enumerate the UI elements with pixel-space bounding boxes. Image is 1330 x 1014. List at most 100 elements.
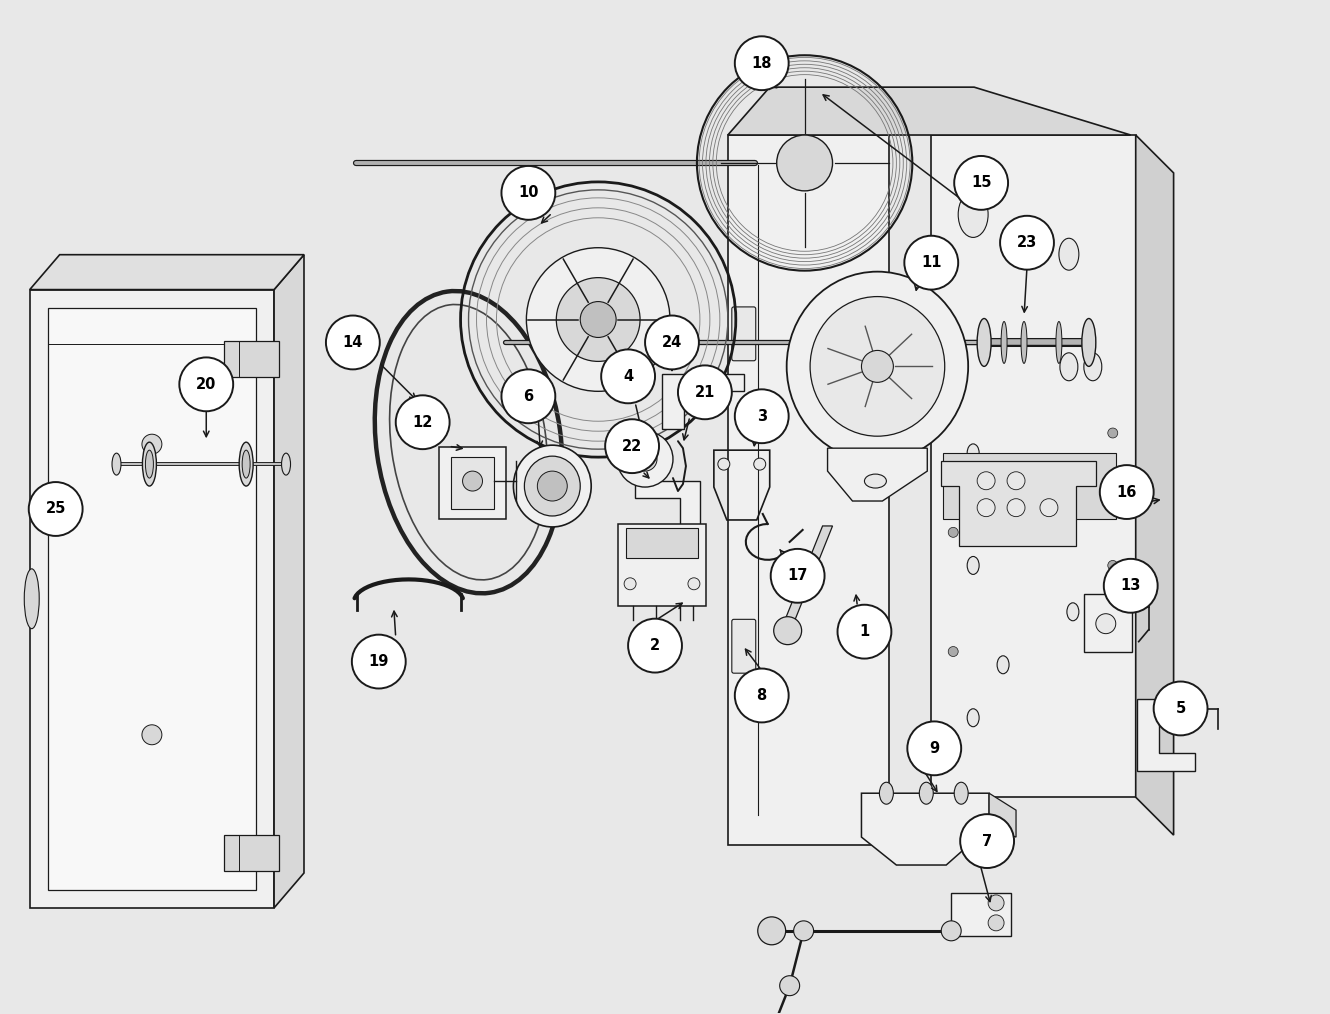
Circle shape [1007, 472, 1025, 490]
Ellipse shape [998, 656, 1009, 673]
Ellipse shape [1087, 497, 1099, 515]
Ellipse shape [864, 475, 886, 488]
Circle shape [1100, 465, 1153, 519]
FancyBboxPatch shape [439, 447, 507, 519]
Circle shape [718, 458, 730, 470]
Text: 21: 21 [694, 385, 716, 400]
Text: 9: 9 [930, 741, 939, 755]
Polygon shape [862, 793, 990, 865]
Circle shape [758, 917, 786, 945]
Ellipse shape [704, 404, 724, 416]
FancyBboxPatch shape [451, 457, 495, 509]
Circle shape [779, 975, 799, 996]
Ellipse shape [1060, 353, 1077, 380]
Ellipse shape [242, 450, 250, 478]
Ellipse shape [958, 192, 988, 237]
Circle shape [601, 350, 656, 404]
Polygon shape [29, 255, 305, 290]
Ellipse shape [1081, 318, 1096, 366]
Polygon shape [225, 342, 279, 377]
Polygon shape [662, 374, 743, 429]
Circle shape [1007, 499, 1025, 517]
Circle shape [142, 434, 162, 454]
Circle shape [754, 458, 766, 470]
Polygon shape [951, 893, 1011, 936]
Polygon shape [931, 135, 1136, 797]
Ellipse shape [142, 442, 157, 486]
Circle shape [688, 578, 700, 590]
Polygon shape [943, 453, 1116, 519]
Circle shape [1153, 681, 1208, 735]
Ellipse shape [1067, 602, 1079, 621]
Polygon shape [636, 481, 700, 526]
FancyBboxPatch shape [1084, 594, 1132, 652]
Text: 4: 4 [622, 369, 633, 384]
Circle shape [352, 635, 406, 689]
Circle shape [734, 37, 789, 90]
Circle shape [978, 499, 995, 517]
Text: 12: 12 [412, 415, 432, 430]
Text: 17: 17 [787, 568, 807, 583]
Circle shape [838, 604, 891, 658]
Circle shape [988, 915, 1004, 931]
Circle shape [501, 166, 556, 220]
Polygon shape [48, 307, 257, 890]
Circle shape [326, 315, 380, 369]
Polygon shape [1137, 700, 1194, 772]
Text: 3: 3 [757, 409, 767, 424]
Circle shape [396, 395, 450, 449]
Ellipse shape [1009, 497, 1021, 515]
Circle shape [794, 921, 814, 941]
Circle shape [1108, 428, 1117, 438]
Text: 25: 25 [45, 502, 66, 516]
Ellipse shape [239, 442, 253, 486]
Circle shape [904, 235, 958, 290]
Circle shape [180, 357, 233, 412]
Polygon shape [29, 290, 274, 908]
Circle shape [1000, 216, 1053, 270]
Circle shape [1108, 561, 1117, 571]
Ellipse shape [145, 450, 153, 478]
Ellipse shape [954, 782, 968, 804]
FancyBboxPatch shape [626, 528, 698, 558]
Ellipse shape [390, 304, 548, 580]
Text: 6: 6 [523, 388, 533, 404]
Text: 15: 15 [971, 175, 991, 191]
Ellipse shape [1084, 353, 1101, 380]
Ellipse shape [967, 557, 979, 574]
Circle shape [142, 725, 162, 744]
Circle shape [617, 431, 673, 487]
Text: 14: 14 [343, 335, 363, 350]
Circle shape [605, 419, 660, 474]
Ellipse shape [967, 709, 979, 727]
Text: 16: 16 [1117, 485, 1137, 500]
Ellipse shape [112, 453, 121, 476]
Text: 18: 18 [751, 56, 771, 71]
Circle shape [527, 247, 670, 391]
Circle shape [1040, 499, 1057, 517]
Circle shape [501, 369, 556, 423]
Ellipse shape [1021, 321, 1027, 363]
Circle shape [463, 472, 483, 491]
Text: 1: 1 [859, 625, 870, 639]
Polygon shape [827, 448, 927, 501]
Text: 2: 2 [650, 638, 660, 653]
Circle shape [954, 156, 1008, 210]
Ellipse shape [513, 445, 592, 527]
Circle shape [645, 315, 698, 369]
Ellipse shape [282, 453, 290, 476]
Ellipse shape [810, 296, 944, 436]
FancyBboxPatch shape [732, 307, 755, 361]
Ellipse shape [978, 318, 991, 366]
Ellipse shape [919, 782, 934, 804]
Ellipse shape [786, 272, 968, 461]
Circle shape [1096, 613, 1116, 634]
Polygon shape [942, 460, 1096, 546]
Circle shape [628, 619, 682, 672]
Circle shape [907, 721, 962, 776]
Text: 23: 23 [1017, 235, 1037, 250]
Text: 8: 8 [757, 687, 767, 703]
Text: 5: 5 [1176, 701, 1186, 716]
Polygon shape [728, 135, 890, 845]
Circle shape [624, 578, 636, 590]
